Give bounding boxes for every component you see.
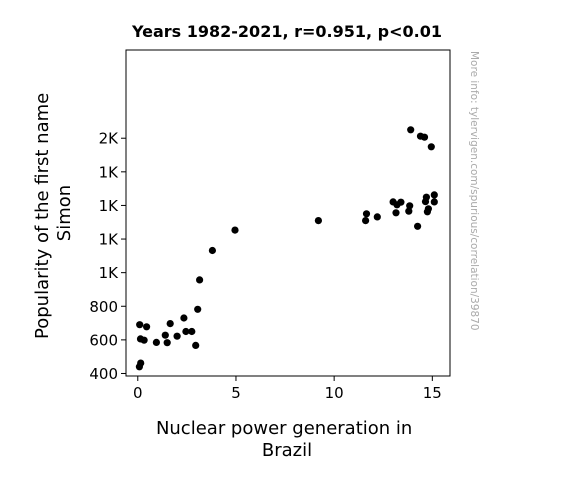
y-axis-label-line-1: Popularity of the first name: [32, 93, 53, 339]
data-point: [192, 341, 200, 349]
chart-title: Years 1982-2021, r=0.951, p<0.01: [131, 22, 442, 41]
data-point: [173, 332, 181, 340]
data-point: [424, 205, 432, 213]
data-point: [180, 314, 188, 322]
data-point: [406, 202, 414, 210]
x-axis-label: Nuclear power generation in Brazil: [156, 418, 418, 461]
data-point: [163, 339, 171, 347]
data-point: [362, 210, 371, 218]
y-tick-label: 800: [89, 298, 118, 316]
data-point: [422, 193, 430, 201]
data-point: [414, 222, 422, 230]
data-point: [136, 321, 144, 329]
data-point: [188, 327, 196, 336]
data-point: [420, 133, 429, 141]
y-axis-label: Popularity of the first name Simon: [32, 87, 75, 339]
y-tick-label: 600: [89, 331, 118, 349]
data-point: [152, 338, 160, 346]
x-tick-label: 10: [325, 384, 344, 402]
y-tick-label: 1K: [99, 163, 120, 181]
y-tick-label: 1K: [99, 231, 120, 249]
data-point: [208, 246, 216, 255]
data-point: [405, 207, 413, 215]
data-point: [427, 143, 435, 151]
data-point: [182, 327, 190, 336]
plot-area: 0 5 10 15 400 600 800 1K 1K 1K 1K 2K: [89, 49, 451, 402]
y-tick-label: 1K: [99, 197, 120, 215]
data-point: [166, 320, 174, 328]
x-axis-label-line-2: Brazil: [262, 440, 312, 461]
data-point: [196, 276, 204, 284]
data-point: [373, 213, 381, 221]
data-point: [194, 305, 202, 313]
data-point: [397, 198, 405, 206]
data-point: [140, 336, 148, 344]
data-point: [137, 359, 145, 367]
data-point: [430, 191, 438, 199]
y-tick-label: 2K: [99, 130, 120, 148]
x-tick-label: 5: [231, 384, 241, 402]
x-axis-label-line-1: Nuclear power generation in: [156, 418, 412, 439]
data-point: [161, 331, 169, 339]
y-tick-label: 1K: [99, 264, 120, 282]
data-point: [231, 226, 239, 234]
y-axis-label-line-2: Simon: [54, 185, 75, 241]
x-tick-label: 15: [423, 384, 442, 402]
data-point: [392, 209, 400, 217]
data-point: [143, 323, 151, 331]
data-point: [362, 217, 370, 225]
x-tick-label: 0: [133, 384, 143, 402]
data-point: [407, 126, 415, 134]
y-tick-label: 400: [89, 365, 118, 383]
plot-frame: [125, 49, 451, 377]
watermark: More info: tylervigen.com/spurious/corre…: [468, 51, 480, 331]
data-point: [430, 198, 438, 206]
data-point: [314, 217, 322, 225]
